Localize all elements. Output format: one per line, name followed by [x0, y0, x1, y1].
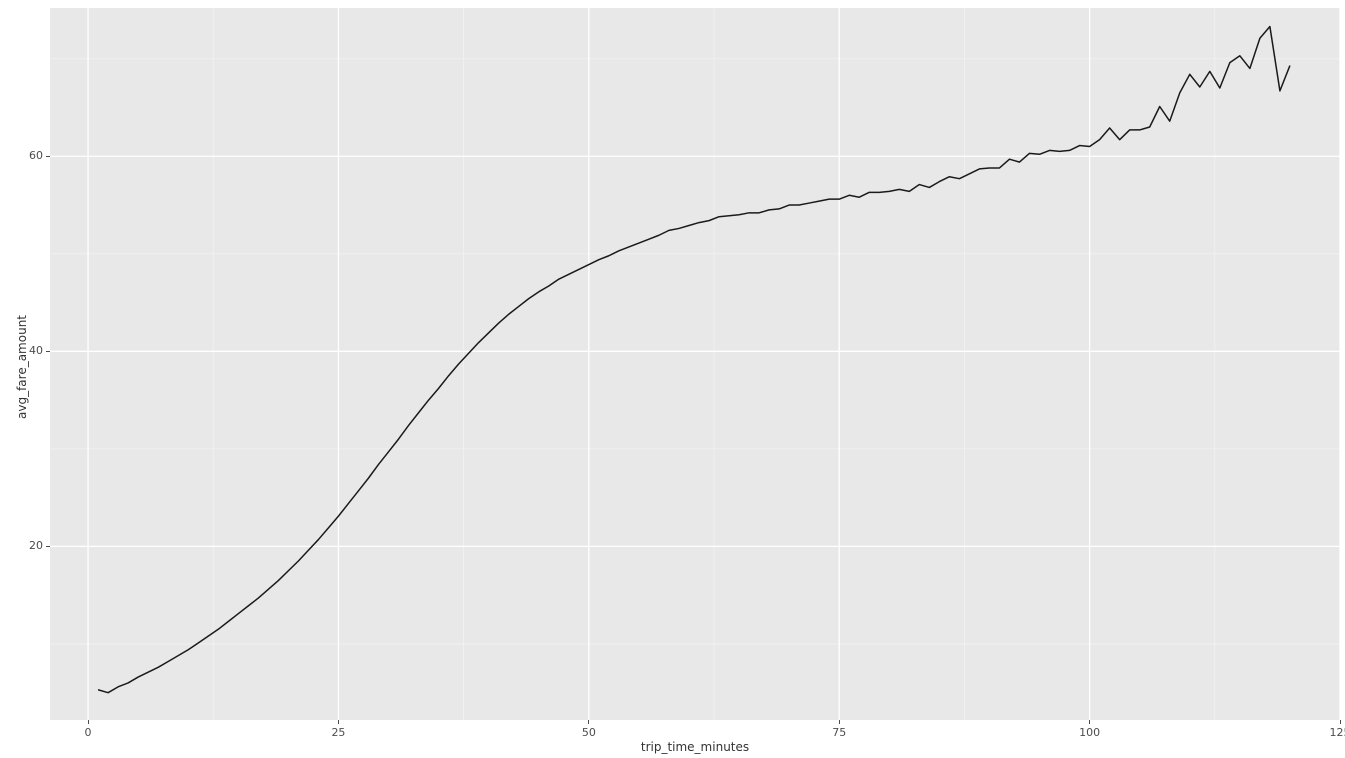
x-tick-label: 75 [819, 726, 859, 739]
x-axis-label: trip_time_minutes [635, 740, 755, 754]
x-tick-mark [88, 720, 89, 724]
figure: 0 25 50 75 100 125 20 40 60 trip_time_minutes a… [0, 0, 1345, 758]
y-tick-mark [46, 156, 50, 157]
x-tick-label: 50 [569, 726, 609, 739]
x-tick-label: 100 [1070, 726, 1110, 739]
y-tick-mark [46, 351, 50, 352]
x-tick-mark [588, 720, 589, 724]
x-tick-label: 0 [68, 726, 108, 739]
x-tick-mark [839, 720, 840, 724]
y-axis-label: avg_fare_amount [15, 315, 29, 419]
x-tick-mark [338, 720, 339, 724]
x-tick-label: 25 [318, 726, 358, 739]
plot-panel [50, 8, 1340, 720]
y-tick-label: 20 [29, 539, 43, 552]
y-tick-mark [46, 546, 50, 547]
x-tick-label: 125 [1320, 726, 1345, 739]
x-tick-mark [1340, 720, 1341, 724]
y-tick-label: 60 [29, 149, 43, 162]
chart-plot-area [50, 8, 1340, 720]
y-tick-label: 40 [29, 344, 43, 357]
x-tick-mark [1089, 720, 1090, 724]
